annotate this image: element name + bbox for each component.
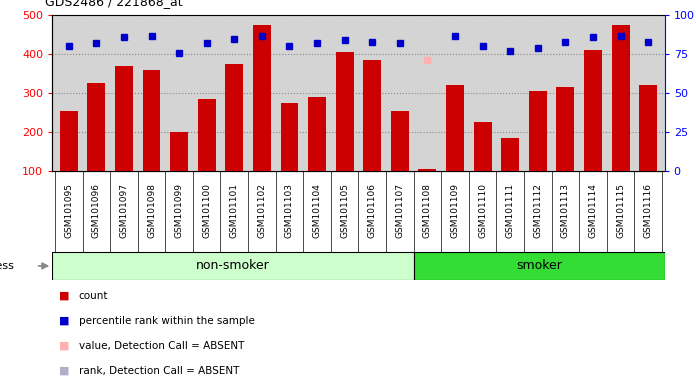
Bar xyxy=(170,132,188,171)
Text: stress: stress xyxy=(0,261,14,271)
Text: GSM101097: GSM101097 xyxy=(120,183,129,238)
Text: smoker: smoker xyxy=(516,260,562,272)
Bar xyxy=(60,111,78,171)
Text: GDS2486 / 221868_at: GDS2486 / 221868_at xyxy=(45,0,183,8)
Bar xyxy=(198,99,216,171)
Text: rank, Detection Call = ABSENT: rank, Detection Call = ABSENT xyxy=(79,366,239,376)
Text: GSM101110: GSM101110 xyxy=(478,183,487,238)
Text: value, Detection Call = ABSENT: value, Detection Call = ABSENT xyxy=(79,341,244,351)
Bar xyxy=(584,50,602,171)
Text: GSM101109: GSM101109 xyxy=(450,183,459,238)
Bar xyxy=(501,138,519,171)
Text: GSM101107: GSM101107 xyxy=(395,183,404,238)
Text: GSM101096: GSM101096 xyxy=(92,183,101,238)
Text: GSM101103: GSM101103 xyxy=(285,183,294,238)
Bar xyxy=(556,87,574,171)
Text: GSM101101: GSM101101 xyxy=(230,183,239,238)
Text: GSM101095: GSM101095 xyxy=(64,183,73,238)
Bar xyxy=(473,122,491,171)
Text: ■: ■ xyxy=(59,291,70,301)
Bar xyxy=(391,111,409,171)
Bar xyxy=(612,25,629,171)
Text: GSM101106: GSM101106 xyxy=(367,183,377,238)
Text: GSM101108: GSM101108 xyxy=(423,183,432,238)
Text: GSM101112: GSM101112 xyxy=(533,183,542,238)
Text: GSM101113: GSM101113 xyxy=(561,183,570,238)
Bar xyxy=(529,91,547,171)
Text: GSM101098: GSM101098 xyxy=(147,183,156,238)
Text: count: count xyxy=(79,291,108,301)
Text: GSM101100: GSM101100 xyxy=(203,183,211,238)
Bar xyxy=(413,252,665,280)
Bar xyxy=(446,85,464,171)
Text: GSM101111: GSM101111 xyxy=(506,183,514,238)
Bar xyxy=(143,70,161,171)
Bar xyxy=(88,83,105,171)
Text: GSM101115: GSM101115 xyxy=(616,183,625,238)
Text: GSM101102: GSM101102 xyxy=(258,183,267,238)
Bar xyxy=(226,64,244,171)
Text: ■: ■ xyxy=(59,366,70,376)
Bar xyxy=(308,97,326,171)
Bar xyxy=(363,60,381,171)
Text: percentile rank within the sample: percentile rank within the sample xyxy=(79,316,255,326)
Text: GSM101104: GSM101104 xyxy=(313,183,322,238)
Text: ■: ■ xyxy=(59,341,70,351)
Text: non-smoker: non-smoker xyxy=(196,260,270,272)
Text: GSM101105: GSM101105 xyxy=(340,183,349,238)
Text: GSM101099: GSM101099 xyxy=(175,183,184,238)
Bar xyxy=(639,85,657,171)
Bar xyxy=(280,103,299,171)
Bar xyxy=(335,52,354,171)
Text: ■: ■ xyxy=(59,316,70,326)
Text: GSM101114: GSM101114 xyxy=(588,183,597,238)
Bar xyxy=(52,252,413,280)
Bar xyxy=(418,169,436,171)
Bar xyxy=(115,66,133,171)
Text: GSM101116: GSM101116 xyxy=(644,183,653,238)
Bar xyxy=(253,25,271,171)
